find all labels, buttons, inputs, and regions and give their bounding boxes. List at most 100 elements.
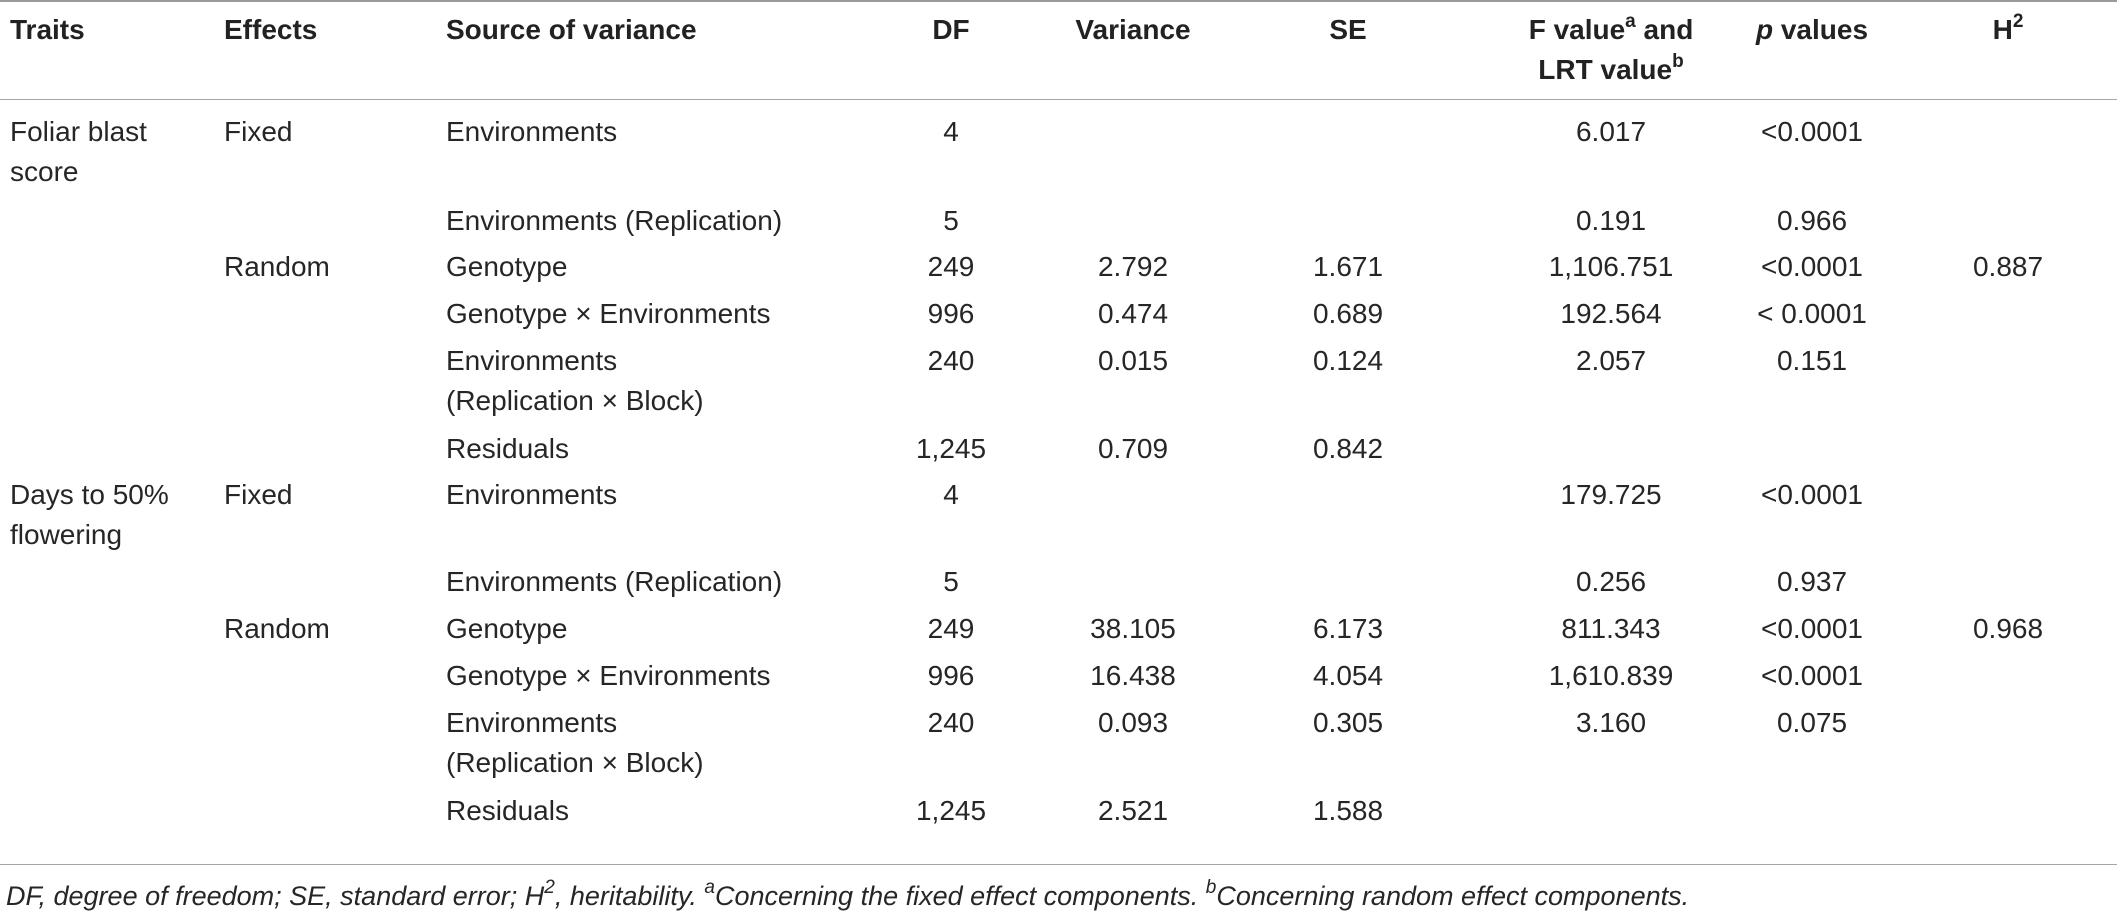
header-variance: Variance bbox=[1075, 14, 1191, 45]
cell-df: 249 bbox=[927, 613, 975, 644]
cell-heritability: 0.968 bbox=[1972, 613, 2044, 644]
header-df: DF bbox=[932, 14, 970, 45]
cell-effect: Fixed bbox=[224, 116, 293, 147]
cell-f-value: 0.191 bbox=[1575, 205, 1647, 236]
cell-df: 4 bbox=[943, 479, 959, 510]
cell-se: 1.671 bbox=[1312, 251, 1384, 282]
cell-se: 1.588 bbox=[1312, 795, 1384, 826]
header-f-value-and: and bbox=[1635, 14, 1694, 45]
header-p-values: p values bbox=[1756, 10, 1868, 50]
cell-source-line1: Genotype bbox=[446, 613, 568, 644]
cell-trait-line2: flowering bbox=[10, 519, 123, 550]
cell-p-value: 0.937 bbox=[1776, 566, 1848, 597]
cell-source-line1: Environments bbox=[446, 345, 618, 376]
cell-effect: Random bbox=[224, 613, 330, 644]
cell-p-value: <0.0001 bbox=[1761, 479, 1863, 510]
header-lrt-value-sup: b bbox=[1672, 50, 1684, 72]
cell-variance: 2.521 bbox=[1097, 795, 1169, 826]
header-heritability: H2 bbox=[1993, 10, 2024, 50]
cell-f-value: 3.160 bbox=[1575, 707, 1647, 738]
cell-variance: 38.105 bbox=[1090, 613, 1176, 644]
cell-se: 0.689 bbox=[1312, 298, 1384, 329]
header-h2-base: H bbox=[1992, 14, 2013, 45]
cell-df: 5 bbox=[943, 566, 959, 597]
cell-variance: 2.792 bbox=[1097, 251, 1169, 282]
header-f-value-line1: F valuea and bbox=[1529, 10, 1694, 50]
header-h2-sup: 2 bbox=[2012, 10, 2024, 32]
header-source-of-variance: Source of variance bbox=[446, 14, 697, 45]
header-lrt-value-text: LRT value bbox=[1538, 54, 1673, 85]
cell-f-value: 1,106.751 bbox=[1548, 251, 1674, 282]
cell-f-value: 811.343 bbox=[1561, 613, 1661, 644]
table-footnote: DF, degree of freedom; SE, standard erro… bbox=[6, 878, 1689, 914]
cell-effect: Fixed bbox=[224, 479, 293, 510]
cell-source-line1: Environments (Replication) bbox=[446, 566, 783, 597]
cell-source-line1: Residuals bbox=[446, 433, 569, 464]
cell-heritability: 0.887 bbox=[1972, 251, 2044, 282]
cell-p-value: 0.151 bbox=[1776, 345, 1848, 376]
header-bottom-rule bbox=[0, 99, 2117, 100]
cell-df: 5 bbox=[943, 205, 959, 236]
cell-se: 4.054 bbox=[1312, 660, 1384, 691]
header-f-value-text: F value bbox=[1528, 14, 1626, 45]
header-p-italic: p bbox=[1755, 14, 1774, 45]
footnote-sup-a: a bbox=[704, 877, 715, 898]
cell-df: 996 bbox=[927, 298, 975, 329]
footnote-part3: Concerning the fixed effect components. bbox=[714, 881, 1206, 911]
footnote-part4: Concerning random effect components. bbox=[1216, 881, 1690, 911]
footnote-sup-b: b bbox=[1205, 877, 1217, 898]
cell-df: 4 bbox=[943, 116, 959, 147]
header-se: SE bbox=[1329, 14, 1367, 45]
header-p-rest: values bbox=[1773, 14, 1869, 45]
cell-source-line2: (Replication × Block) bbox=[446, 747, 704, 778]
table-top-rule bbox=[0, 0, 2117, 2]
cell-source-line1: Genotype bbox=[446, 251, 568, 282]
cell-f-value: 2.057 bbox=[1575, 345, 1647, 376]
cell-df: 1,245 bbox=[915, 795, 987, 826]
cell-p-value: 0.966 bbox=[1776, 205, 1848, 236]
cell-variance: 0.093 bbox=[1097, 707, 1169, 738]
cell-df: 1,245 bbox=[915, 433, 987, 464]
cell-p-value: 0.075 bbox=[1776, 707, 1848, 738]
cell-f-value: 1,610.839 bbox=[1548, 660, 1674, 691]
cell-df: 996 bbox=[927, 660, 975, 691]
footnote-part2: , heritability. bbox=[554, 881, 705, 911]
header-lrt-value-line2: LRT valueb bbox=[1538, 50, 1683, 90]
cell-df: 240 bbox=[927, 345, 975, 376]
cell-trait-line1: Days to 50% bbox=[10, 479, 169, 510]
cell-trait-line2: score bbox=[10, 156, 79, 187]
header-f-value-sup: a bbox=[1625, 10, 1636, 32]
cell-variance: 0.474 bbox=[1097, 298, 1169, 329]
cell-f-value: 6.017 bbox=[1575, 116, 1647, 147]
cell-df: 240 bbox=[927, 707, 975, 738]
cell-source-line1: Residuals bbox=[446, 795, 569, 826]
cell-se: 6.173 bbox=[1312, 613, 1384, 644]
cell-f-value: 192.564 bbox=[1560, 298, 1662, 329]
cell-source-line1: Environments bbox=[446, 116, 618, 147]
cell-source-line1: Environments bbox=[446, 707, 618, 738]
cell-se: 0.124 bbox=[1312, 345, 1384, 376]
cell-p-value: <0.0001 bbox=[1761, 251, 1863, 282]
cell-effect: Random bbox=[224, 251, 330, 282]
cell-variance: 16.438 bbox=[1090, 660, 1176, 691]
header-effects: Effects bbox=[224, 14, 318, 45]
cell-trait-line1: Foliar blast bbox=[10, 116, 147, 147]
table-bottom-rule bbox=[0, 864, 2117, 865]
cell-p-value: <0.0001 bbox=[1761, 660, 1863, 691]
footnote-part1: DF, degree of freedom; SE, standard erro… bbox=[6, 881, 545, 911]
cell-f-value: 0.256 bbox=[1575, 566, 1647, 597]
cell-p-value: <0.0001 bbox=[1761, 613, 1863, 644]
cell-source-line1: Genotype × Environments bbox=[446, 660, 771, 691]
cell-variance: 0.709 bbox=[1097, 433, 1169, 464]
cell-variance: 0.015 bbox=[1097, 345, 1169, 376]
cell-se: 0.842 bbox=[1312, 433, 1384, 464]
cell-source-line1: Environments bbox=[446, 479, 618, 510]
cell-source-line1: Environments (Replication) bbox=[446, 205, 783, 236]
cell-p-value: <0.0001 bbox=[1761, 116, 1863, 147]
footnote-h2-sup: 2 bbox=[544, 877, 555, 898]
cell-source-line2: (Replication × Block) bbox=[446, 385, 704, 416]
cell-df: 249 bbox=[927, 251, 975, 282]
cell-source-line1: Genotype × Environments bbox=[446, 298, 771, 329]
cell-f-value: 179.725 bbox=[1560, 479, 1662, 510]
header-traits: Traits bbox=[10, 14, 85, 45]
